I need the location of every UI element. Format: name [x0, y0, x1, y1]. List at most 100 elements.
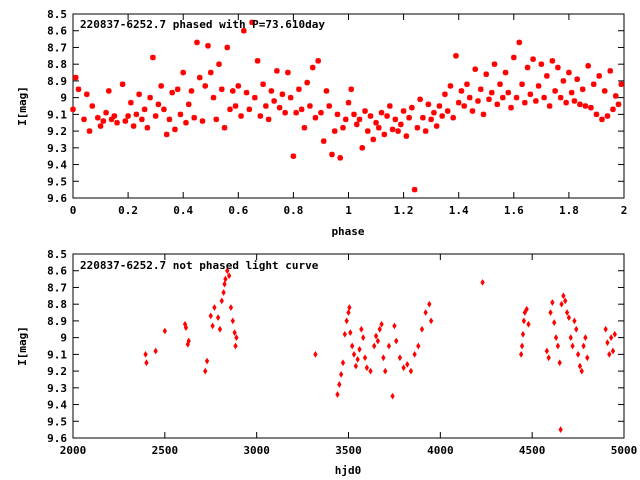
- data-point: [480, 279, 485, 286]
- data-point: [612, 330, 617, 338]
- data-point: [287, 94, 294, 101]
- data-point: [70, 106, 76, 113]
- data-point: [450, 114, 456, 121]
- data-point: [351, 111, 357, 118]
- data-point: [276, 104, 283, 111]
- data-point: [398, 121, 404, 128]
- data-point: [548, 309, 553, 316]
- data-point: [579, 367, 584, 375]
- x-axis-label: phase: [331, 225, 364, 238]
- data-point: [337, 381, 342, 388]
- data-point: [158, 83, 164, 89]
- data-point: [394, 337, 399, 345]
- data-point: [203, 367, 208, 375]
- data-point: [387, 103, 393, 109]
- data-point: [544, 73, 550, 79]
- data-point: [618, 81, 625, 88]
- data-point: [555, 342, 561, 350]
- data-point: [442, 91, 448, 98]
- data-point: [508, 104, 514, 111]
- data-point: [97, 123, 104, 129]
- data-point: [347, 304, 352, 311]
- data-point: [133, 111, 140, 118]
- data-point: [406, 114, 412, 121]
- data-point: [607, 68, 614, 74]
- data-point: [599, 116, 605, 123]
- data-point: [419, 325, 425, 333]
- data-point: [566, 314, 572, 321]
- plot-frame: [72, 253, 625, 439]
- data-point: [309, 64, 316, 71]
- data-point: [238, 113, 244, 119]
- data-point: [351, 351, 357, 358]
- data-point: [574, 76, 580, 83]
- data-point: [186, 337, 191, 345]
- data-point: [603, 325, 608, 333]
- data-point: [207, 69, 214, 76]
- data-point: [392, 116, 399, 123]
- data-point: [579, 86, 586, 93]
- data-point: [553, 334, 559, 341]
- data-point: [488, 89, 495, 96]
- data-point: [318, 109, 324, 116]
- y-tick-label: 9.2: [47, 365, 67, 378]
- data-point: [558, 426, 563, 433]
- data-point: [505, 89, 512, 96]
- data-point: [177, 111, 184, 118]
- x-tick-label: 4500: [519, 444, 546, 457]
- data-point: [353, 121, 360, 128]
- x-tick-label: 0.2: [118, 204, 138, 217]
- data-point: [188, 88, 195, 94]
- data-point: [252, 94, 258, 101]
- y-tick-label: 8.7: [47, 41, 67, 54]
- x-tick-label: 3500: [335, 444, 362, 457]
- data-point: [472, 66, 479, 72]
- y-tick-label: 9.1: [47, 348, 67, 361]
- data-point: [530, 56, 536, 62]
- data-point: [313, 351, 318, 358]
- data-point: [568, 89, 575, 96]
- data-point: [575, 351, 581, 358]
- data-point: [585, 354, 590, 362]
- data-point: [356, 116, 363, 123]
- data-point: [427, 300, 432, 308]
- data-point: [290, 153, 297, 159]
- data-point: [395, 128, 401, 134]
- data-point: [420, 114, 426, 121]
- y-tick-label: 9.3: [47, 142, 67, 155]
- x-tick-label: 1: [345, 204, 352, 217]
- data-point: [348, 86, 355, 93]
- data-point: [274, 68, 280, 74]
- data-point: [361, 334, 366, 341]
- data-point: [329, 151, 335, 158]
- data-point: [147, 94, 153, 101]
- data-point: [383, 367, 388, 375]
- data-point: [362, 354, 368, 362]
- data-point: [199, 118, 206, 124]
- data-point: [364, 364, 370, 372]
- data-point: [464, 81, 470, 88]
- data-point: [204, 357, 210, 365]
- data-point: [128, 99, 134, 106]
- data-point: [210, 94, 217, 101]
- data-point: [307, 103, 313, 109]
- data-point: [447, 83, 454, 89]
- x-tick-label: 0.8: [283, 204, 303, 217]
- data-point: [483, 71, 490, 78]
- data-point: [425, 101, 432, 108]
- data-point: [335, 391, 340, 398]
- data-point: [577, 101, 583, 108]
- data-point: [312, 114, 319, 121]
- data-point: [81, 116, 87, 123]
- data-point: [141, 106, 148, 113]
- data-point: [497, 81, 503, 88]
- data-point: [191, 114, 198, 121]
- y-tick-label: 8.6: [47, 265, 67, 278]
- data-point: [228, 304, 234, 311]
- data-point: [139, 116, 145, 123]
- data-point: [412, 351, 417, 358]
- data-point: [367, 113, 374, 119]
- data-point: [338, 371, 344, 378]
- y-tick-label: 9.5: [47, 415, 67, 428]
- data-point: [596, 73, 603, 79]
